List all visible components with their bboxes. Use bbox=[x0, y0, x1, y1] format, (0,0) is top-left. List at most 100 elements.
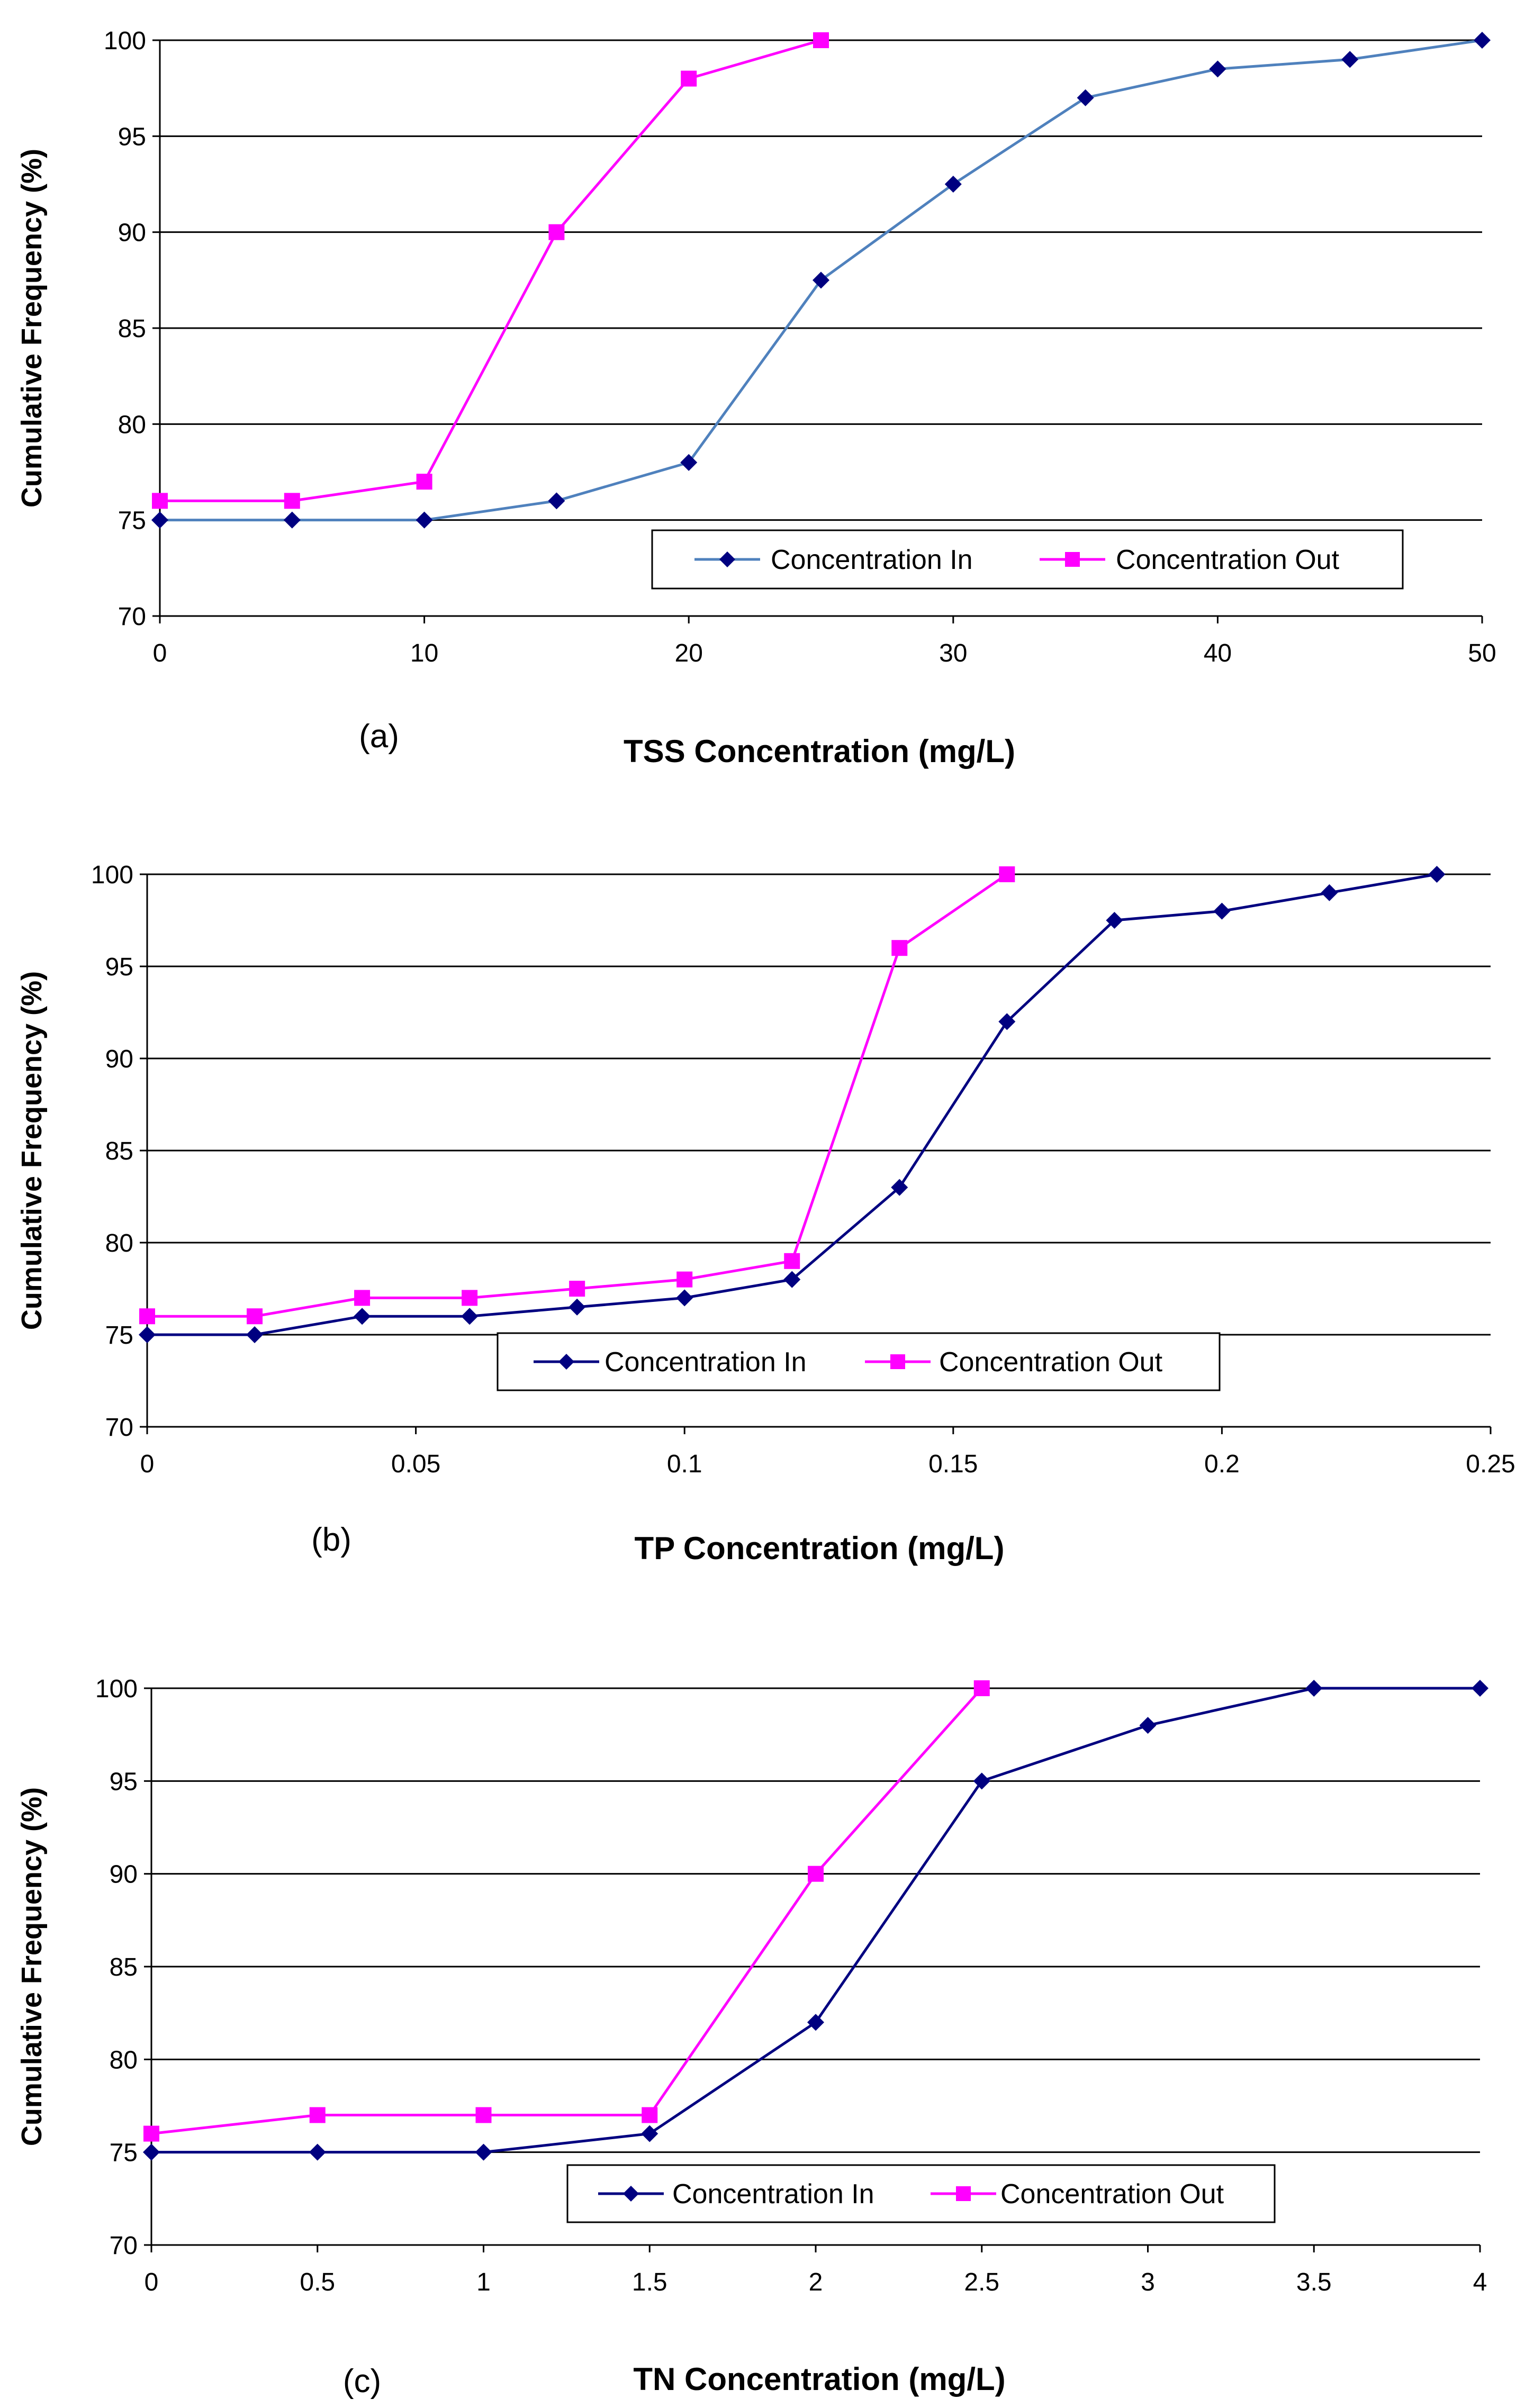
series-concentration-in bbox=[143, 1680, 1488, 2161]
data-point bbox=[1474, 32, 1491, 49]
data-point bbox=[416, 511, 433, 529]
y-tick-label: 85 bbox=[105, 1137, 133, 1165]
data-point bbox=[354, 1290, 371, 1306]
data-point bbox=[143, 2125, 159, 2142]
x-tick-label: 0.05 bbox=[391, 1450, 440, 1478]
legend-label: Concentration Out bbox=[1116, 545, 1340, 575]
chart-panel-c: 70 75 80 85 90 95 100 0 0.5 1 1.5 2 2.5 3 3.5 4 Concentr… bbox=[16, 1675, 1488, 2400]
legend-marker bbox=[623, 2186, 639, 2202]
series-line bbox=[151, 1687, 1480, 2154]
legend-box bbox=[497, 1332, 1221, 1391]
data-point bbox=[151, 511, 168, 529]
data-point bbox=[1305, 1680, 1323, 1697]
panel-label: (c) bbox=[343, 2363, 381, 2400]
data-point bbox=[1213, 902, 1231, 920]
data-point bbox=[309, 2107, 326, 2123]
data-point bbox=[1106, 912, 1123, 929]
data-point bbox=[462, 1290, 478, 1306]
y-tick-label: 70 bbox=[110, 2232, 138, 2260]
data-point bbox=[152, 493, 168, 509]
legend: Concentration In Concentration Out bbox=[497, 1332, 1221, 1391]
x-tick-label: 40 bbox=[1204, 639, 1232, 667]
x-tick-label: 0 bbox=[145, 2268, 159, 2296]
legend-marker bbox=[1065, 552, 1080, 567]
y-tick-label: 80 bbox=[110, 2046, 138, 2074]
data-point bbox=[247, 1308, 263, 1325]
legend-box bbox=[566, 2164, 1276, 2223]
legend-label: Concentration Out bbox=[939, 1347, 1163, 1378]
data-point bbox=[642, 2107, 658, 2123]
x-tick-label: 1 bbox=[476, 2268, 491, 2296]
data-point bbox=[1341, 51, 1359, 68]
y-tick-label: 100 bbox=[104, 27, 146, 55]
data-point bbox=[1209, 60, 1226, 78]
x-tick-label: 0.1 bbox=[667, 1450, 702, 1478]
data-point bbox=[944, 176, 962, 193]
series-concentration-out bbox=[139, 866, 1015, 1325]
data-point bbox=[973, 1680, 990, 1696]
y-tick-label: 100 bbox=[91, 861, 133, 889]
data-point bbox=[676, 1271, 693, 1288]
x-tick-label: 0 bbox=[140, 1450, 155, 1478]
legend: Concentration In Concentration Out bbox=[651, 529, 1404, 590]
legend: Concentration In Concentration Out bbox=[566, 2164, 1276, 2223]
chart-panel-b: 70 75 80 85 90 95 100 0 0.05 0.1 0.15 0.2 0.25 Concen… bbox=[16, 861, 1515, 1566]
data-point bbox=[676, 1289, 693, 1307]
legend-label: Concentration Out bbox=[1000, 2179, 1224, 2210]
y-tick-label: 75 bbox=[110, 2139, 138, 2167]
x-tick-label: 0.5 bbox=[300, 2268, 335, 2296]
x-tick-label: 0.25 bbox=[1466, 1450, 1515, 1478]
legend-marker bbox=[719, 551, 735, 567]
chart-panel-a: 70 75 80 85 90 95 100 0 10 20 30 40 50 Concentration … bbox=[16, 27, 1496, 769]
data-point bbox=[143, 2143, 160, 2161]
data-point bbox=[416, 474, 432, 490]
series-concentration-in bbox=[151, 32, 1491, 529]
y-axis-title: Cumulative Frequency (%) bbox=[16, 971, 48, 1330]
data-point bbox=[1321, 884, 1338, 901]
data-point bbox=[891, 940, 908, 956]
y-tick-label: 80 bbox=[118, 411, 146, 439]
x-tick-label: 50 bbox=[1468, 639, 1496, 667]
data-point bbox=[813, 271, 829, 289]
data-point bbox=[1139, 1717, 1157, 1734]
legend-box bbox=[651, 529, 1404, 590]
legend-label: Concentration In bbox=[672, 2179, 874, 2210]
data-point bbox=[813, 32, 829, 48]
series-line bbox=[147, 873, 1008, 1318]
x-axis-title: TN Concentration (mg/L) bbox=[633, 2361, 1005, 2397]
data-point bbox=[681, 70, 697, 87]
data-point bbox=[569, 1298, 586, 1316]
x-tick-label: 2 bbox=[809, 2268, 823, 2296]
x-tick-label: 0.15 bbox=[928, 1450, 978, 1478]
y-axis-title: Cumulative Frequency (%) bbox=[16, 149, 48, 508]
y-tick-label: 85 bbox=[118, 315, 146, 343]
data-point bbox=[999, 866, 1015, 882]
x-tick-label: 20 bbox=[675, 639, 703, 667]
y-tick-label: 100 bbox=[95, 1675, 138, 1703]
legend-marker bbox=[956, 2186, 971, 2201]
legend-label: Concentration In bbox=[604, 1347, 807, 1378]
y-tick-label: 75 bbox=[105, 1321, 133, 1350]
y-tick-label: 95 bbox=[105, 953, 133, 981]
y-axis-title: Cumulative Frequency (%) bbox=[16, 1787, 48, 2146]
data-point bbox=[1428, 866, 1446, 883]
panel-label: (b) bbox=[311, 1522, 351, 1558]
series-concentration-in bbox=[139, 866, 1446, 1343]
y-tick-label: 85 bbox=[110, 1953, 138, 1981]
y-tick-label: 80 bbox=[105, 1229, 133, 1257]
data-point bbox=[246, 1326, 264, 1343]
data-point bbox=[1472, 1680, 1488, 1697]
data-point bbox=[139, 1326, 156, 1343]
data-point bbox=[569, 1281, 585, 1297]
x-tick-label: 3.5 bbox=[1296, 2268, 1332, 2296]
series-concentration-out bbox=[143, 1680, 990, 2142]
y-tick-label: 90 bbox=[105, 1045, 133, 1073]
data-point bbox=[783, 1271, 801, 1288]
panel-label: (a) bbox=[359, 718, 399, 755]
data-point bbox=[548, 492, 565, 510]
data-point bbox=[139, 1308, 155, 1325]
x-tick-label: 1.5 bbox=[632, 2268, 667, 2296]
data-point bbox=[807, 2014, 824, 2031]
data-point bbox=[808, 1866, 824, 1882]
data-point bbox=[1077, 89, 1094, 106]
